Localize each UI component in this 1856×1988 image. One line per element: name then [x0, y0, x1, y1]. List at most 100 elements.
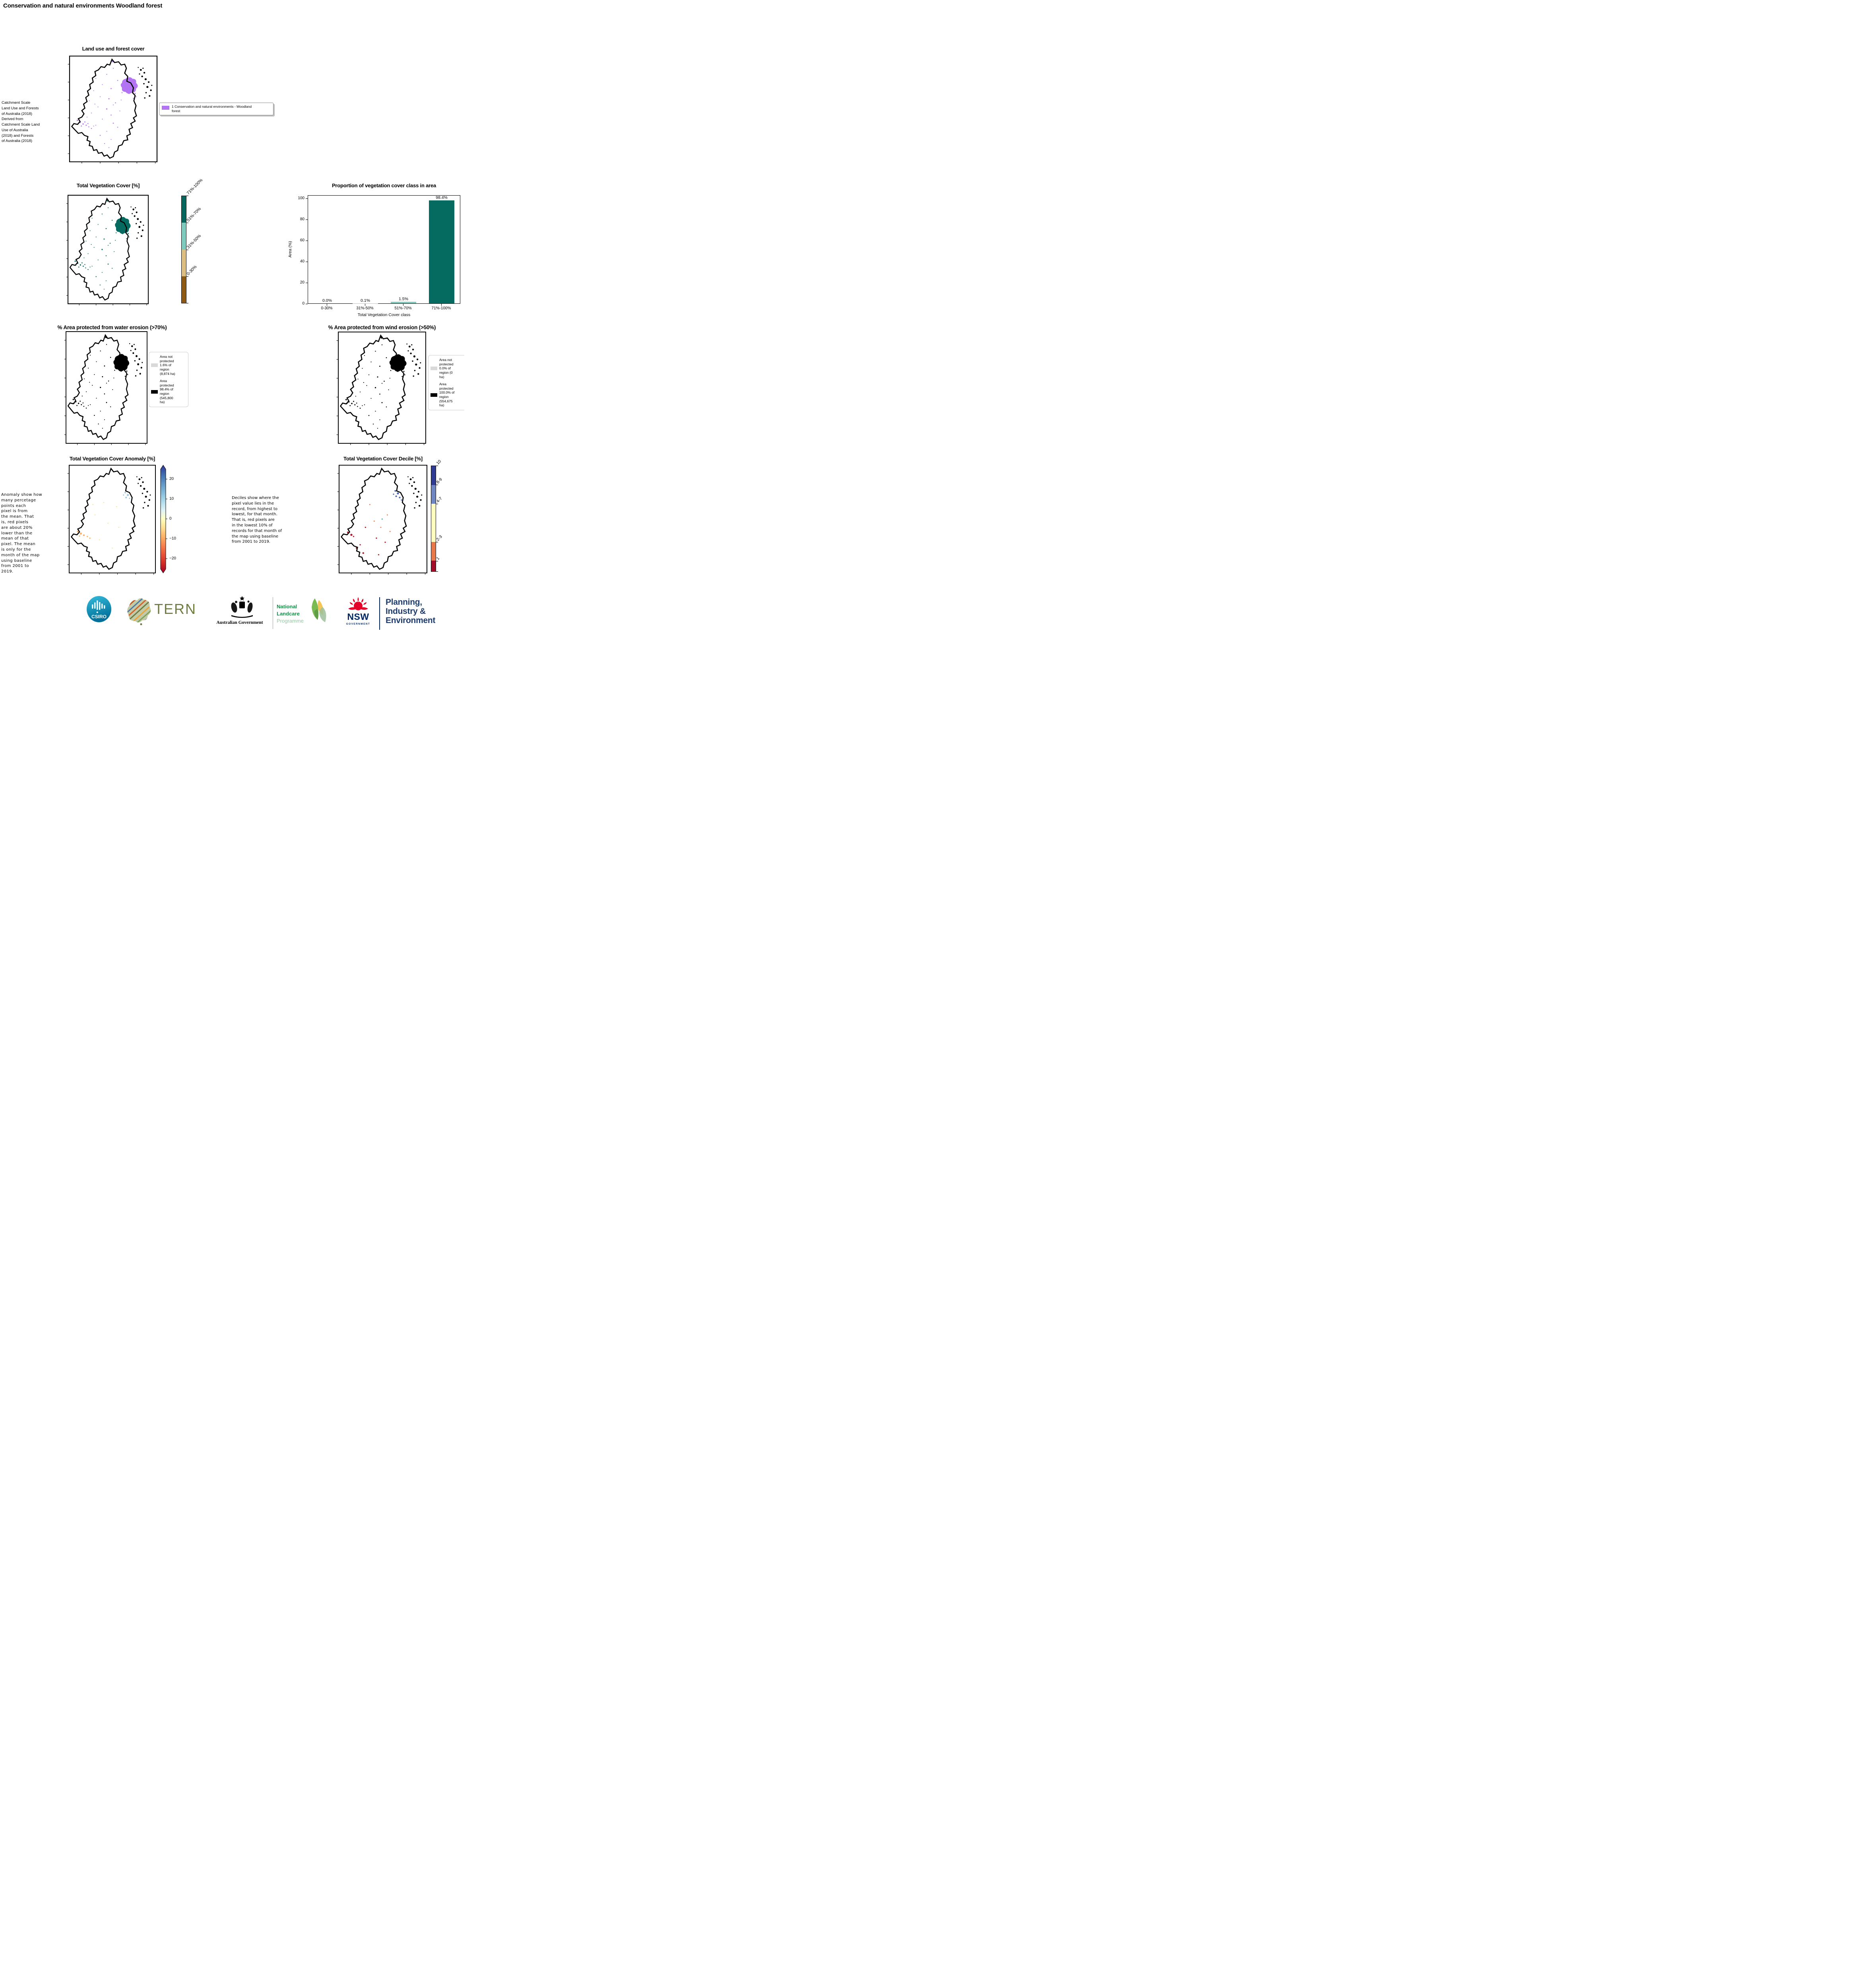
land-use-legend: 1 Conservation and natural environments … — [159, 103, 273, 116]
xtick-label: 51%-70% — [394, 306, 412, 311]
csiro-logo: CSIRO — [87, 596, 111, 622]
bar-chart-ylabel: Area (%) — [288, 241, 293, 258]
ytick-label: 80 — [300, 217, 304, 221]
colorbar-label: 51%-70% — [186, 206, 202, 223]
anomaly-colorbar — [160, 465, 167, 573]
wind-erosion-legend: Area not protected 0.0% of region (0 ha)… — [428, 355, 464, 410]
landcare-line1: National — [277, 604, 297, 610]
xtick-label: 0-30% — [321, 306, 333, 311]
xtick-label: 31%-50% — [356, 306, 374, 311]
bar-71-100 — [429, 200, 454, 303]
veg-cover-colorbar — [181, 196, 186, 303]
bar-value-label: 0.1% — [361, 298, 370, 303]
colorbar-segment — [182, 196, 186, 223]
ytick-label: 20 — [300, 280, 304, 285]
tern-wordmark: TERN — [154, 601, 196, 617]
colorbar-segment — [182, 223, 186, 250]
landcare-line3: Programme — [277, 618, 304, 624]
colorbar-label: 0-30% — [186, 264, 198, 276]
ytick-label: 60 — [300, 238, 304, 243]
not-protected-swatch — [151, 363, 158, 367]
land-use-map — [68, 55, 158, 164]
csiro-wave-icon — [92, 600, 105, 613]
decile-title: Total Vegetation Cover Decile [%] — [343, 456, 423, 462]
anomaly-title: Total Vegetation Cover Anomaly [%] — [70, 456, 155, 462]
anomaly-tick-label: 20 — [169, 477, 174, 481]
colorbar-segment — [182, 249, 186, 276]
nsw-government-label: GOVERNMENT — [346, 623, 370, 625]
australian-government-label: Australian Government — [216, 620, 263, 625]
colorbar-segment — [431, 561, 436, 571]
colorbar-label: 8-9 — [435, 477, 443, 485]
protected-swatch — [431, 393, 437, 397]
colorbar-label: 71%-100% — [186, 178, 204, 196]
bar-chart-xlabel: Total Vegetation Cover class — [357, 313, 411, 317]
legend-item: Area protected 98.4% of region (545,800 … — [151, 379, 186, 404]
bar-value-label: 1.5% — [399, 297, 408, 302]
anomaly-tick-label: −10 — [169, 536, 176, 541]
xtick — [441, 304, 442, 306]
veg-cover-map — [66, 194, 149, 306]
landcare-line2: Landcare — [277, 611, 300, 617]
ytick-label: 0 — [302, 301, 304, 306]
legend-item: Area not protected 0.0% of region (0 ha) — [431, 358, 464, 379]
land-use-legend-label: 1 Conservation and natural environments … — [172, 105, 252, 113]
legend-item: Area not protected 1.6% of region (8,874… — [151, 355, 186, 376]
colorbar-segment — [431, 542, 436, 561]
decile-caption: Deciles show where the pixel value lies … — [232, 496, 282, 544]
wind-erosion-title: % Area protected from wind erosion (>50%… — [328, 324, 436, 330]
land-use-title: Land use and forest cover — [82, 46, 145, 52]
anomaly-tick-label: −20 — [169, 556, 176, 561]
bar-chart-title: Proportion of vegetation cover class in … — [332, 182, 436, 188]
not-protected-label: Area not protected 0.0% of region (0 ha) — [439, 358, 454, 379]
report-page: Conservation and natural environments Wo… — [0, 0, 464, 635]
colorbar-segment — [431, 504, 436, 542]
colorbar-segment — [182, 276, 186, 303]
anomaly-tick-label: 10 — [169, 497, 174, 501]
legend-item: Area protected 100.0% of region (554,675… — [431, 382, 464, 408]
protected-label: Area protected 98.4% of region (545,800 … — [160, 379, 174, 404]
bar-value-label: 0.0% — [322, 298, 332, 303]
xtick-label: 71%-100% — [431, 306, 451, 311]
nsw-wordmark: NSW — [347, 612, 369, 622]
australian-coat-of-arms-icon — [231, 596, 253, 618]
protected-swatch — [151, 390, 158, 394]
not-protected-label: Area not protected 1.6% of region (8,874… — [160, 355, 175, 376]
planning-line3: Environment — [386, 616, 436, 625]
anomaly-tick-label: 0 — [169, 516, 172, 521]
colorbar-tick — [186, 276, 188, 277]
anomaly-map — [67, 465, 156, 575]
nsw-waratah-icon — [348, 596, 368, 610]
catchment-outline — [341, 468, 407, 570]
anomaly-caption: Anomaly show how many percetage points e… — [1, 493, 43, 574]
csiro-wordmark: CSIRO — [91, 614, 107, 619]
bar-value-label: 98.4% — [436, 195, 448, 200]
veg-cover-title: Total Vegetation Cover [%] — [76, 182, 140, 188]
water-erosion-map — [64, 331, 147, 445]
land-use-caption: Catchment Scale Land Use and Forests of … — [2, 101, 40, 144]
wind-erosion-map — [336, 332, 426, 445]
not-protected-swatch — [431, 367, 437, 371]
colorbar-tick — [436, 571, 438, 572]
ytick-label: 40 — [300, 259, 304, 264]
ytick-label: 100 — [298, 196, 304, 200]
bar-51-70 — [391, 302, 416, 303]
colorbar-label: 4-7 — [435, 496, 443, 504]
land-use-legend-swatch — [162, 106, 169, 110]
planning-line1: Planning, — [386, 598, 422, 607]
ytick — [306, 219, 308, 220]
bar-chart-plot: 0.0% 0.1% 1.5% 98.4% — [308, 195, 460, 304]
landcare-leaves-icon — [312, 598, 326, 622]
protected-label: Area protected 100.0% of region (554,675… — [439, 382, 455, 408]
footer-divider — [379, 597, 380, 630]
water-erosion-legend: Area not protected 1.6% of region (8,874… — [149, 352, 188, 407]
colorbar-segment — [431, 485, 436, 504]
ytick — [306, 198, 308, 199]
colorbar-segment — [431, 466, 436, 485]
colorbar-label: 31%-50% — [186, 233, 202, 250]
colorbar-label: 2-3 — [435, 534, 443, 542]
decile-colorbar — [431, 466, 436, 572]
colorbar-label: 10 — [435, 459, 442, 466]
planning-line2: Industry & — [386, 607, 426, 616]
page-title: Conservation and natural environments Wo… — [3, 2, 163, 9]
